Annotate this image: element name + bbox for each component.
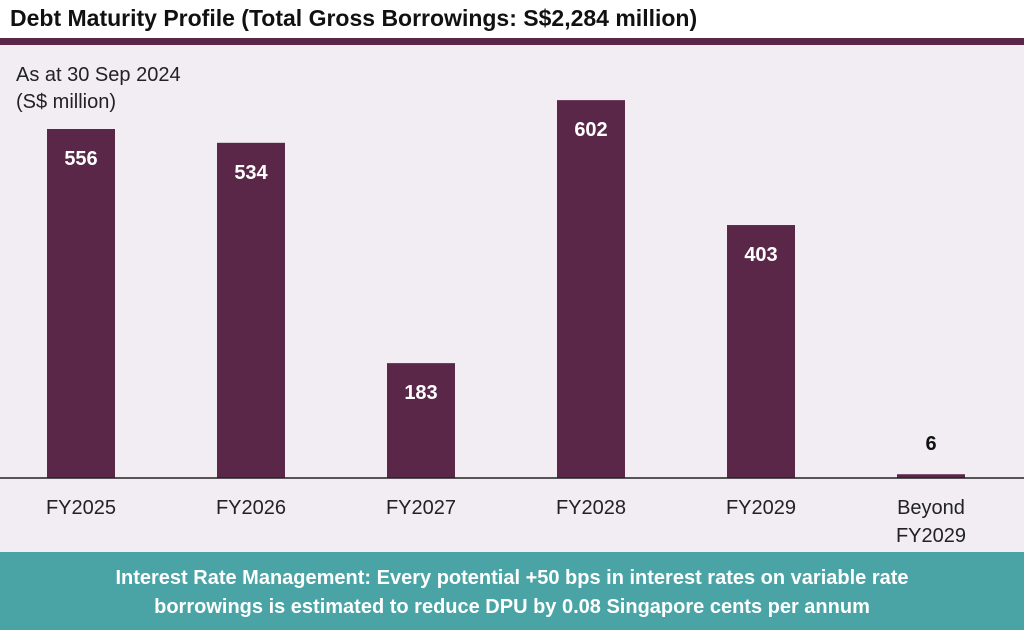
bar-value-label-5: 6: [925, 433, 936, 455]
chart-subtitle: As at 30 Sep 2024 (S$ million): [16, 62, 181, 116]
debt-maturity-bar-chart: 556 FY2025 534 FY2026 183 FY2027 602 FY2028 403 F…: [0, 100, 1024, 547]
category-label-4: FY2029: [726, 497, 796, 519]
bar-value-label-3: 602: [574, 119, 607, 141]
category-label-0: FY2025: [46, 497, 116, 519]
chart-panel: [0, 45, 1024, 552]
bar-value-label-1: 534: [234, 162, 268, 184]
bar-value-label-4: 403: [744, 244, 777, 266]
interest-rate-banner: Interest Rate Management: Every potentia…: [0, 552, 1024, 630]
banner-line-1: Interest Rate Management: Every potentia…: [115, 567, 909, 589]
chart-title: Debt Maturity Profile (Total Gross Borro…: [10, 5, 698, 31]
bar-3: [557, 100, 625, 479]
subtitle-line-unit: (S$ million): [16, 91, 117, 113]
category-label-5-line-0: Beyond: [897, 497, 965, 519]
title-divider: [0, 38, 1024, 45]
bar-5: [897, 474, 965, 478]
bar-4: [727, 225, 795, 478]
category-label-5-line-1: FY2029: [896, 525, 966, 547]
category-label-3: FY2028: [556, 497, 626, 519]
banner-line-2: borrowings is estimated to reduce DPU by…: [154, 596, 870, 618]
category-label-1: FY2026: [216, 497, 286, 519]
bar-value-label-0: 556: [64, 148, 97, 170]
subtitle-line-date: As at 30 Sep 2024: [16, 64, 181, 86]
bar-0: [47, 129, 115, 478]
bar-value-label-2: 183: [404, 382, 437, 404]
bar-2: [387, 363, 455, 478]
category-label-2: FY2027: [386, 497, 456, 519]
bar-1: [217, 142, 285, 478]
